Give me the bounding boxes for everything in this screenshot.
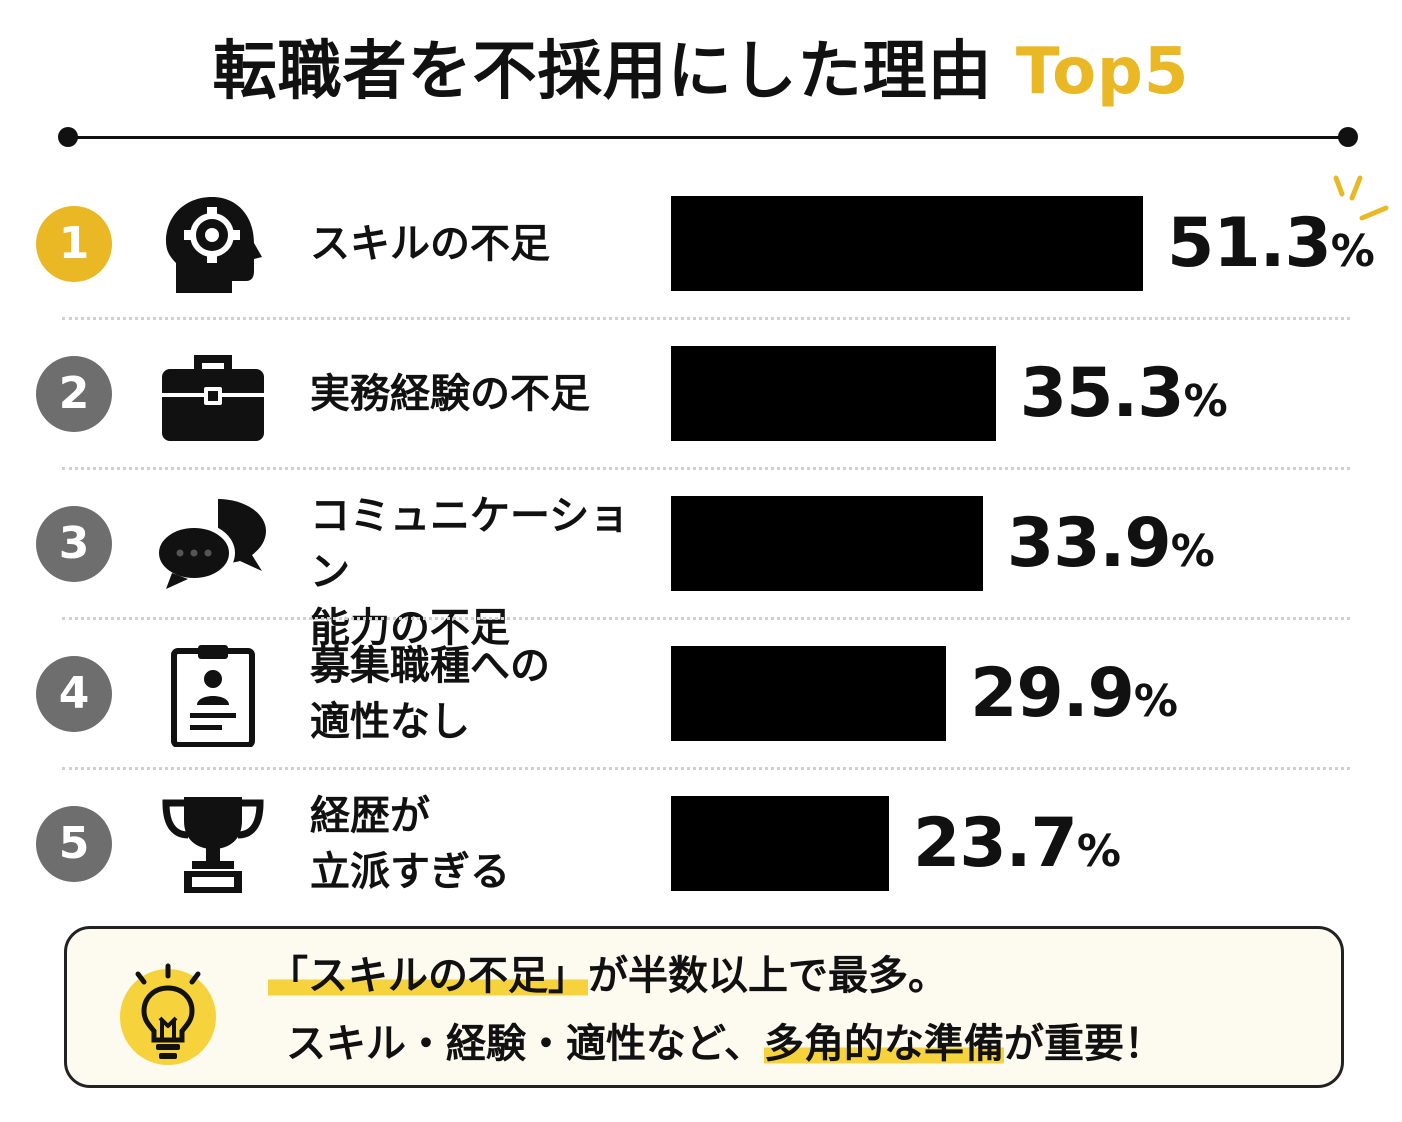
- category-label-2: 実務経験の不足: [310, 370, 590, 417]
- chat-bubbles-icon: [150, 491, 276, 597]
- value-label-5: 23.7%: [913, 796, 1121, 891]
- row-separator: [62, 317, 1350, 320]
- rank-badge-4: 4: [36, 655, 112, 732]
- sparkle-icon: [1333, 175, 1389, 221]
- value-label-2: 35.3%: [1019, 346, 1228, 441]
- chart-title: 転職者を不採用にした理由 Top5: [0, 22, 1402, 122]
- rank-badge-3: 3: [36, 505, 112, 582]
- summary-highlight-preparation: 多角的な準備: [764, 1021, 1004, 1067]
- value-label-3: 33.9%: [1006, 496, 1215, 591]
- value-number-1: 51.3: [1167, 204, 1332, 283]
- category-label-5: 経歴が 立派すぎる: [310, 792, 510, 895]
- summary-line-2-plain: スキル・経験・適性など、: [286, 1021, 764, 1067]
- value-unit-5: %: [1076, 826, 1121, 877]
- clipboard-profile-icon: [150, 641, 276, 748]
- rank-badge-2: 2: [36, 355, 112, 432]
- category-label-4: 募集職種への 適性なし: [310, 642, 550, 745]
- value-label-1: 51.3%: [1167, 196, 1375, 291]
- trophy-icon: [150, 791, 276, 897]
- summary-line-1-rest: が半数以上で最多。: [588, 953, 948, 999]
- rank-badge-5: 5: [36, 805, 112, 882]
- summary-line-1: 「スキルの不足」が半数以上で最多。: [268, 948, 948, 1004]
- value-unit-1: %: [1330, 226, 1375, 277]
- value-number-2: 35.3: [1019, 354, 1185, 433]
- summary-line-2-rest: が重要！: [1004, 1021, 1164, 1067]
- summary-line-2: スキル・経験・適性など、多角的な準備が重要！: [286, 1016, 1164, 1072]
- gear-head-icon: [150, 191, 276, 297]
- value-unit-3: %: [1170, 526, 1215, 577]
- summary-highlight-skill: 「スキルの不足」: [268, 953, 588, 999]
- value-number-3: 33.9: [1006, 504, 1172, 583]
- rank-badge-1: 1: [36, 205, 112, 282]
- value-number-4: 29.9: [970, 654, 1135, 733]
- divider-dot-right: [1338, 127, 1358, 147]
- bar-4: [671, 646, 947, 741]
- title-divider: [66, 136, 1346, 139]
- value-unit-2: %: [1183, 376, 1228, 427]
- bar-3: [671, 496, 983, 591]
- divider-dot-left: [58, 127, 78, 147]
- category-label-3: コミュニケーション 能力の不足: [310, 492, 630, 651]
- bar-2: [671, 346, 996, 441]
- value-number-5: 23.7: [913, 804, 1078, 883]
- chart-title-main: 転職者を不採用にした理由: [212, 35, 993, 109]
- row-separator: [62, 467, 1350, 470]
- chart-title-accent: Top5: [1015, 35, 1190, 109]
- lightbulb-icon: [120, 963, 216, 1065]
- row-separator: [62, 767, 1350, 770]
- bar-5: [671, 796, 890, 891]
- bar-1: [671, 196, 1143, 291]
- row-separator: [62, 617, 1350, 620]
- briefcase-icon: [150, 341, 276, 447]
- category-label-1: スキルの不足: [310, 220, 550, 267]
- value-unit-4: %: [1133, 676, 1178, 727]
- value-label-4: 29.9%: [970, 646, 1178, 741]
